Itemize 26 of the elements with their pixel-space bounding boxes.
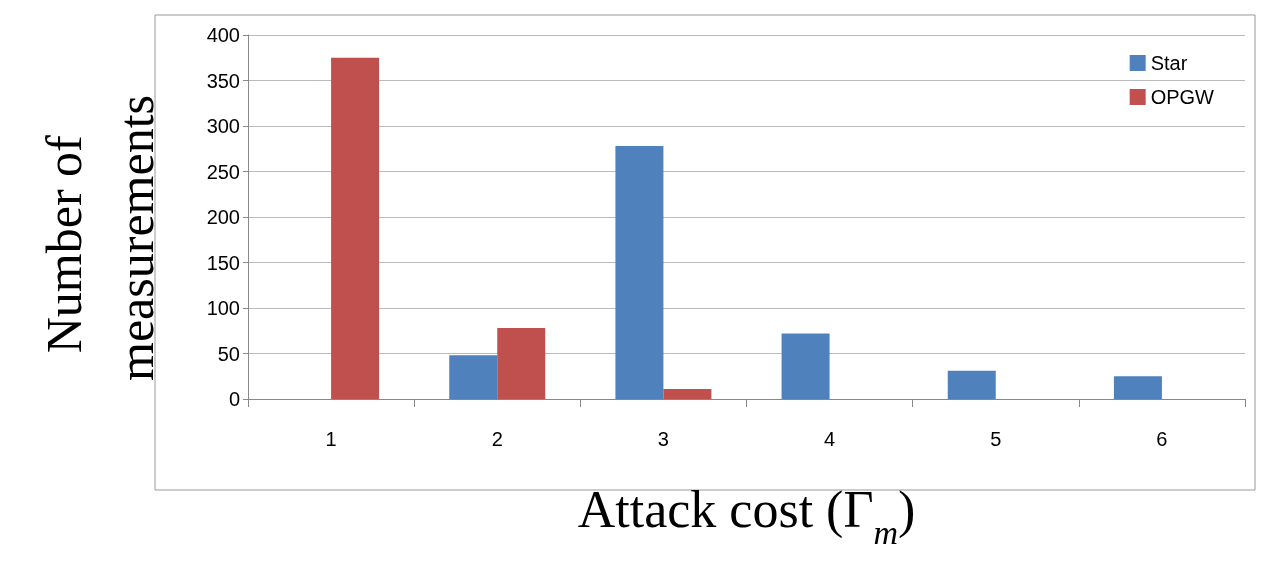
legend-label: Star <box>1150 52 1188 74</box>
y-tick-label: 300 <box>206 115 240 137</box>
y-axis-title: Number of measurements <box>36 94 164 382</box>
bar <box>947 370 996 399</box>
y-tick-label: 100 <box>206 297 240 319</box>
x-tick-label: 4 <box>824 428 836 450</box>
x-tick-label: 5 <box>990 428 1002 450</box>
y-tick-label: 250 <box>206 160 240 183</box>
y-tick-label: 50 <box>217 342 240 365</box>
bar <box>331 57 380 399</box>
y-tick-label: 200 <box>206 206 240 228</box>
y-tick-label: 350 <box>206 69 240 92</box>
bar <box>781 333 830 399</box>
y-tick-label: 150 <box>206 251 240 274</box>
x-tick-label: 3 <box>657 428 669 450</box>
bar <box>663 388 712 399</box>
bar <box>449 355 498 399</box>
bar <box>1113 376 1162 399</box>
y-tick-label: 0 <box>228 388 240 410</box>
x-tick-label: 6 <box>1156 428 1168 450</box>
y-tick-label: 400 <box>206 24 240 46</box>
x-tick-label: 1 <box>325 428 337 450</box>
x-tick-label: 2 <box>491 428 503 450</box>
bar <box>497 328 546 399</box>
legend-label: OPGW <box>1150 86 1215 108</box>
bar <box>615 146 664 399</box>
